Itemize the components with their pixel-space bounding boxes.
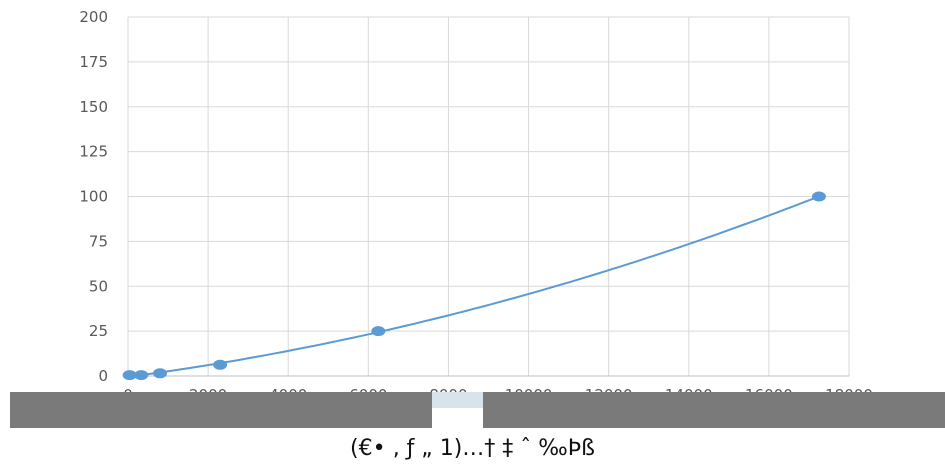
y-tick-label: 150 xyxy=(79,98,108,116)
caption: (€• ‚ ƒ „ 1)…† ‡ ˆ ‰Þß xyxy=(350,436,595,461)
axes xyxy=(127,17,849,377)
data-point xyxy=(213,359,228,370)
data-point xyxy=(122,370,137,381)
data-point xyxy=(134,370,149,381)
y-tick-label: 100 xyxy=(79,188,108,206)
y-tick-labels: 0 25 50 75 100 125 150 175 200 xyxy=(79,8,108,385)
y-tick-label: 175 xyxy=(79,53,108,71)
redaction-bar-right xyxy=(483,392,945,428)
grid xyxy=(128,16,850,376)
y-tick-label: 200 xyxy=(79,8,108,26)
data-points xyxy=(122,191,826,381)
data-point xyxy=(371,326,386,337)
redaction-bar-left xyxy=(10,392,432,428)
y-tick-label: 0 xyxy=(98,367,108,385)
redaction-patch xyxy=(432,392,483,408)
trendline-path xyxy=(129,195,820,377)
data-point xyxy=(153,368,168,379)
y-tick-label: 125 xyxy=(79,143,108,161)
y-tick-label: 75 xyxy=(89,232,108,250)
y-tick-label: 50 xyxy=(89,277,108,295)
trendline xyxy=(129,195,820,377)
y-tick-label: 25 xyxy=(89,322,108,340)
data-point xyxy=(811,191,826,202)
